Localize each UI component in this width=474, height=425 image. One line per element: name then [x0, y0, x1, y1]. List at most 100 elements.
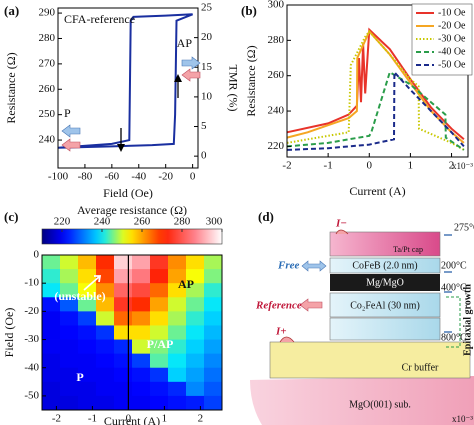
heat-cell: [96, 353, 115, 369]
stack-diagram: (d) MgO(001) sub. Cr buffer Co₂FeAl (30 …: [250, 209, 474, 425]
heat-cell: [186, 395, 205, 411]
x-tick-label: -100: [48, 171, 69, 183]
heat-cell: [168, 395, 187, 411]
heat-cell: [60, 269, 79, 284]
heat-cell: [132, 367, 151, 383]
x-tick-label: -2: [52, 413, 61, 425]
x-tick-label: -1: [324, 160, 333, 172]
heat-cell: [96, 311, 115, 326]
annotation: P: [64, 106, 71, 120]
y-tick-label: -50: [24, 389, 39, 401]
x-axis-label: Current (A): [349, 184, 405, 198]
heat-cell: [204, 283, 223, 298]
y-tick-label: 260: [268, 69, 285, 81]
heat-cell: [150, 255, 169, 270]
legend-label: -10 Oe: [438, 7, 466, 18]
heat-cell: [96, 283, 115, 298]
x-tick-label: -2: [282, 160, 291, 172]
x-tick-label: -20: [158, 171, 173, 183]
temperature: 400°C: [441, 282, 467, 293]
x-axis-label: Current (A): [104, 414, 160, 425]
temperature: 800°C: [441, 332, 467, 343]
heat-cell: [114, 367, 133, 383]
heat-cell: [168, 381, 187, 397]
y-tick-label: 280: [268, 34, 285, 46]
heat-cell: [168, 255, 187, 270]
y-tick-label: 0: [34, 249, 40, 261]
heat-cell: [168, 269, 187, 284]
current-label: I+: [275, 326, 287, 338]
heat-cell: [78, 269, 97, 284]
y-tick-label: 240: [268, 105, 285, 117]
annotation: P: [76, 370, 83, 384]
epitaxial-label: Epitaxial growth: [462, 284, 473, 356]
y-tick-label: 270: [39, 57, 56, 69]
y2-tick-label: 15: [201, 61, 213, 73]
heat-cell: [204, 367, 223, 383]
heat-cell: [96, 325, 115, 340]
colorbar-tick-label: 220: [54, 216, 71, 228]
heat-cell: [60, 367, 79, 383]
heat-cell: [186, 339, 205, 355]
layer: [330, 274, 440, 291]
y-tick-label: 290: [39, 7, 56, 19]
y2-tick-label: 25: [201, 2, 213, 14]
heat-cell: [78, 381, 97, 397]
heat-cell: [114, 353, 133, 369]
heat-cell: [204, 255, 223, 270]
y-axis-label: Resistance (Ω): [244, 45, 258, 116]
data-line: [286, 70, 465, 151]
plot-frame: [286, 4, 469, 158]
panel-label: (b): [241, 3, 257, 18]
heat-cell: [150, 367, 169, 383]
heat-cell: [78, 353, 97, 369]
heat-cell: [60, 255, 79, 270]
y-axis-label: Resistance (Ω): [4, 52, 18, 123]
heat-cell: [42, 297, 61, 312]
heat-cell: [186, 353, 205, 369]
y2-tick-label: 10: [201, 90, 213, 102]
temperature: 275°C: [454, 222, 474, 233]
legend-box: [411, 3, 473, 76]
layer: [329, 231, 441, 257]
heat-cell: [204, 381, 223, 397]
plot-frame: [57, 7, 199, 169]
heat-cell: [42, 255, 61, 270]
annotation-arrow: [83, 275, 102, 291]
colorbar-tick-label: 280: [174, 216, 191, 228]
heat-cell: [60, 297, 79, 312]
heat-cell: [132, 283, 151, 298]
heat-cell: [42, 311, 61, 326]
heat-cell: [78, 367, 97, 383]
heat-cell: [150, 325, 169, 340]
layer-label: Ta/Pt cap: [393, 245, 423, 254]
heat-cell: [186, 325, 205, 340]
y-tick-label: -20: [24, 305, 39, 317]
heat-cell: [42, 283, 61, 298]
heat-cell: [114, 395, 133, 411]
heat-cell: [60, 283, 79, 298]
y-tick-label: 220: [268, 140, 285, 152]
x-tick-label: 2: [198, 413, 204, 425]
heat-cell: [96, 297, 115, 312]
heat-cell: [42, 325, 61, 340]
annotation: (unstable): [54, 289, 105, 303]
layer: [329, 317, 441, 341]
y-tick-label: 260: [39, 83, 56, 95]
heat-cell: [114, 339, 133, 355]
panel-label: (d): [258, 209, 274, 224]
colorbar-tick-label: 260: [134, 216, 151, 228]
annotation: P/AP: [147, 337, 174, 351]
heat-cell: [42, 353, 61, 369]
y-tick-label: -10: [24, 277, 39, 289]
heat-cell: [150, 311, 169, 326]
heat-cell: [78, 311, 97, 326]
heat-cell: [78, 297, 97, 312]
x-tick-label: 2: [449, 160, 455, 172]
x-tick-label: -60: [105, 171, 120, 183]
heat-cell: [150, 297, 169, 312]
heat-cell: [150, 339, 169, 355]
heat-cell: [186, 381, 205, 397]
